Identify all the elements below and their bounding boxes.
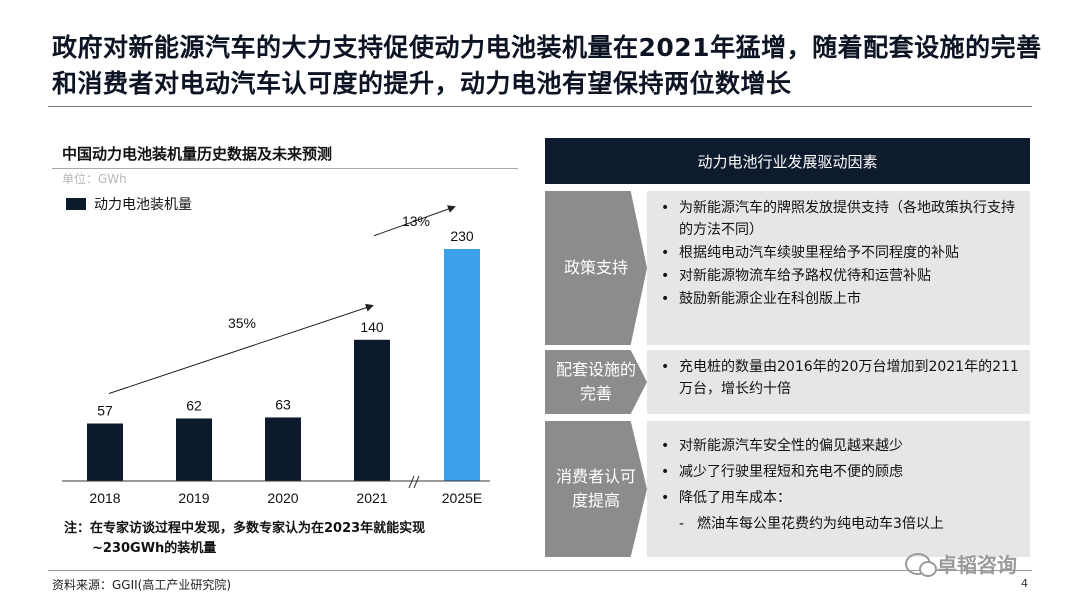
chart-bar: [87, 423, 123, 481]
watermark-label: 卓韬咨询: [937, 553, 1017, 577]
source-divider: [48, 570, 1032, 571]
note-line-1: 注：在专家访谈过程中发现，多数专家认为在2023年就能实现: [64, 521, 426, 536]
chart-bar: [265, 417, 301, 481]
chart-bar: [176, 418, 212, 481]
list-item: 为新能源汽车的牌照发放提供支持（各地政策执行支持的方法不同）: [661, 197, 1022, 241]
growth-label: 35%: [228, 315, 256, 331]
list-item: 降低了用车成本：: [661, 487, 1022, 509]
chart-bar: [354, 339, 390, 481]
chart-note: 注：在专家访谈过程中发现，多数专家认为在2023年就能实现 ~230GWh的装机…: [64, 519, 425, 559]
list-item: 鼓励新能源企业在科创版上市: [661, 288, 1022, 310]
x-tick-label: 2025E: [442, 490, 482, 506]
list-item: 对新能源物流车给予路权优待和运营补贴: [661, 265, 1022, 287]
legend-swatch: [66, 198, 86, 210]
chart-bar: [444, 249, 480, 481]
axis-break-mark: [408, 475, 415, 489]
driver-box-infrastructure: 充电桩的数量由2016年的20万台增加到2021年的211万台，增长约十倍: [647, 350, 1030, 414]
chart-unit: 单位：GWh: [62, 172, 127, 186]
source-note: 资料来源：GGII(高工产业研究院): [52, 578, 232, 592]
wechat-icon: [905, 552, 937, 577]
list-item: 减少了行驶里程短和充电不便的顾虑: [661, 461, 1022, 483]
driver-label-consumer: 消费者认可度提高: [545, 421, 647, 557]
bar-value-label: 62: [186, 397, 202, 413]
chart-legend: 动力电池装机量: [66, 194, 192, 214]
bar-value-label: 63: [275, 396, 291, 412]
driver-box-policy: 为新能源汽车的牌照发放提供支持（各地政策执行支持的方法不同） 根据纯电动汽车续驶…: [647, 191, 1030, 345]
x-tick-label: 2021: [356, 490, 387, 506]
list-item: 对新能源汽车安全性的偏见越来越少: [661, 435, 1022, 457]
chart-heading: 中国动力电池装机量历史数据及未来预测: [62, 145, 333, 163]
axis-break-mark: [413, 475, 420, 489]
page-number: 4: [1021, 577, 1028, 590]
list-item: 充电桩的数量由2016年的20万台增加到2021年的211万台，增长约十倍: [661, 356, 1022, 400]
growth-label: 13%: [402, 213, 430, 229]
bar-value-label: 140: [360, 319, 384, 335]
drivers-header: 动力电池行业发展驱动因素: [545, 138, 1030, 184]
chart-divider: [52, 168, 518, 169]
driver-box-consumer: 对新能源汽车安全性的偏见越来越少 减少了行驶里程短和充电不便的顾虑 降低了用车成…: [647, 421, 1030, 557]
growth-arrow: [108, 303, 374, 394]
bar-value-label: 230: [450, 228, 474, 244]
title-divider: [48, 106, 1032, 107]
x-tick-label: 2019: [178, 490, 209, 506]
x-tick-label: 2018: [89, 490, 120, 506]
driver-label-policy: 政策支持: [545, 191, 647, 345]
page-title: 政府对新能源汽车的大力支持促使动力电池装机量在2021年猛增，随着配套设施的完善…: [52, 33, 1042, 98]
bar-value-label: 57: [97, 403, 113, 419]
list-item: 根据纯电动汽车续驶里程给予不同程度的补贴: [661, 242, 1022, 264]
x-tick-label: 2020: [267, 490, 298, 506]
driver-label-infrastructure: 配套设施的完善: [545, 350, 647, 414]
list-subitem: 燃油车每公里花费约为纯电动车3倍以上: [661, 513, 1022, 535]
legend-label: 动力电池装机量: [94, 197, 192, 213]
watermark: 卓韬咨询: [905, 549, 1017, 578]
note-line-2: ~230GWh的装机量: [92, 541, 217, 556]
growth-arrow: [373, 205, 456, 237]
bar-chart: 57 2018 62 2019 63 2020 140 2021 230 2025E 35% 13%: [62, 205, 490, 506]
